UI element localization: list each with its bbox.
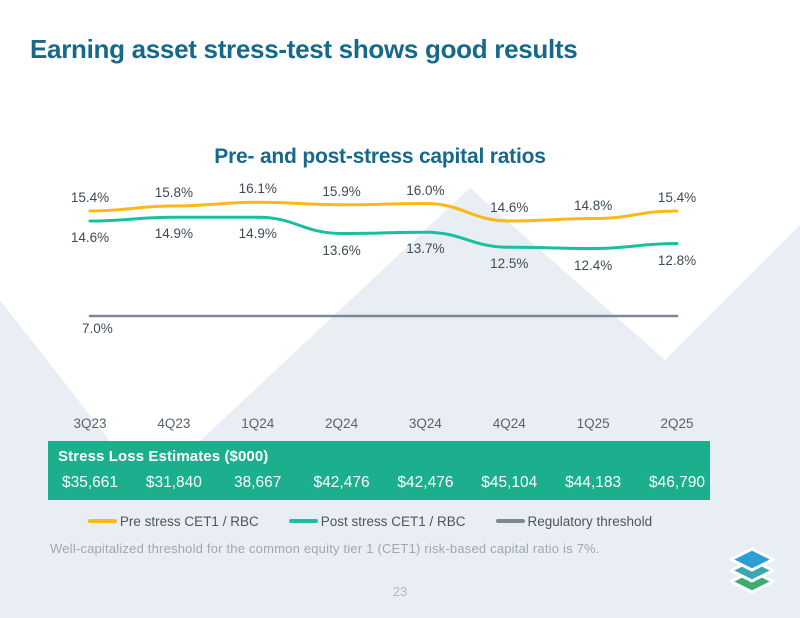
- chart-title: Pre- and post-stress capital ratios: [214, 145, 546, 168]
- data-label-pre: 16.0%: [406, 182, 445, 198]
- table-cell: 38,667: [233, 474, 282, 491]
- table-cell: $46,790: [648, 474, 706, 491]
- x-axis-label: 3Q24: [408, 416, 442, 431]
- table-cell: $31,840: [145, 474, 202, 491]
- legend-label: Pre stress CET1 / RBC: [119, 513, 259, 529]
- legend-swatch: [495, 519, 525, 523]
- table-values-row: $35,661 $31,840 38,667 $42,476 $42,476 $45,10…: [48, 469, 710, 497]
- threshold-label: 7.0%: [82, 321, 113, 336]
- table-cell: $35,661: [61, 474, 119, 491]
- table-cell: $42,476: [313, 474, 370, 491]
- table-cell: $42,476: [397, 474, 454, 491]
- data-label-post: 13.6%: [322, 242, 361, 258]
- legend-item: Regulatory threshold: [495, 513, 653, 529]
- data-label-post: 14.9%: [238, 226, 277, 242]
- legend-label: Post stress CET1 / RBC: [320, 513, 466, 529]
- data-label-pre: 14.8%: [574, 197, 613, 213]
- page-number: 23: [392, 584, 408, 599]
- x-axis-label: 3Q23: [73, 416, 107, 431]
- data-label-pre: 15.9%: [322, 183, 361, 199]
- x-axis-label: 1Q25: [576, 416, 610, 431]
- data-label-post: 12.4%: [574, 257, 613, 273]
- data-label-post: 14.9%: [154, 226, 193, 242]
- x-axis-label: 4Q23: [157, 416, 191, 431]
- legend-swatch: [288, 519, 318, 523]
- data-label-post: 12.8%: [657, 252, 697, 268]
- x-axis-label: 1Q24: [241, 416, 275, 431]
- footnote: Well-capitalized threshold for the commo…: [50, 541, 600, 556]
- data-label-pre: 15.4%: [657, 190, 697, 205]
- logo-layer-top: [729, 547, 775, 572]
- table-cell: $45,104: [481, 474, 538, 491]
- legend-item: Post stress CET1 / RBC: [288, 513, 466, 529]
- legend-label: Regulatory threshold: [527, 513, 653, 529]
- x-axis-label: 2Q24: [325, 416, 359, 431]
- company-logo-icon: [729, 547, 775, 594]
- x-axis-label: 4Q24: [492, 416, 526, 431]
- table-cell: $44,183: [565, 474, 622, 491]
- data-label-post: 12.5%: [490, 256, 529, 272]
- data-label-pre: 15.8%: [154, 185, 193, 200]
- table-header: Stress Loss Estimates ($000): [58, 448, 269, 465]
- legend-swatch: [87, 519, 117, 523]
- slide-title: Earning asset stress-test shows good res…: [30, 34, 578, 64]
- data-label-pre: 16.1%: [238, 181, 277, 197]
- legend-item: Pre stress CET1 / RBC: [87, 513, 259, 529]
- data-label-pre: 15.4%: [70, 190, 110, 205]
- data-label-post: 13.7%: [406, 241, 445, 257]
- mountain-shape: [0, 188, 800, 618]
- data-label-pre: 14.6%: [490, 200, 529, 215]
- chart-legend: Pre stress CET1 / RBC Post stress CET1 / …: [0, 511, 740, 531]
- x-axis-label: 2Q25: [660, 416, 694, 431]
- stress-loss-table: Stress Loss Estimates ($000) $35,661 $31,…: [48, 441, 710, 500]
- data-label-post: 14.6%: [70, 230, 110, 245]
